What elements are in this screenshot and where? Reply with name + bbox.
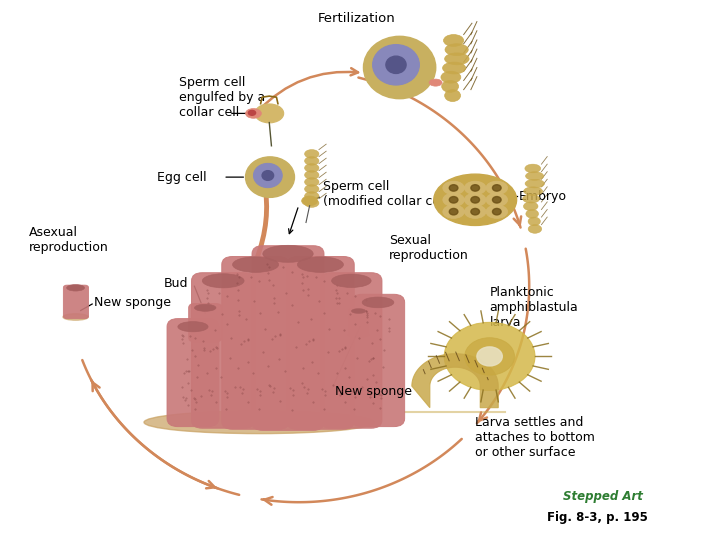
- Ellipse shape: [351, 308, 366, 313]
- Ellipse shape: [523, 187, 543, 195]
- Ellipse shape: [63, 314, 88, 320]
- Text: Fertilization: Fertilization: [318, 12, 395, 25]
- FancyBboxPatch shape: [287, 256, 354, 429]
- Ellipse shape: [445, 44, 468, 56]
- Circle shape: [464, 338, 515, 375]
- Ellipse shape: [348, 332, 369, 338]
- FancyBboxPatch shape: [63, 285, 89, 319]
- Ellipse shape: [305, 164, 319, 172]
- FancyBboxPatch shape: [167, 319, 219, 427]
- Ellipse shape: [255, 104, 284, 123]
- Ellipse shape: [144, 411, 374, 434]
- Ellipse shape: [434, 174, 517, 226]
- Ellipse shape: [464, 205, 486, 218]
- FancyBboxPatch shape: [192, 273, 255, 428]
- Ellipse shape: [248, 110, 256, 115]
- Circle shape: [449, 185, 458, 191]
- Ellipse shape: [202, 274, 244, 288]
- Text: Fig. 8-3, p. 195: Fig. 8-3, p. 195: [547, 511, 648, 524]
- Circle shape: [444, 322, 535, 390]
- Ellipse shape: [305, 192, 319, 200]
- Text: Larva settles and
attaches to bottom
or other surface: Larva settles and attaches to bottom or …: [475, 416, 595, 459]
- Ellipse shape: [178, 322, 208, 332]
- Text: Sperm cell
engulfed by a
collar cell: Sperm cell engulfed by a collar cell: [179, 76, 265, 119]
- Ellipse shape: [302, 196, 318, 206]
- FancyBboxPatch shape: [189, 303, 222, 342]
- Text: Egg cell: Egg cell: [157, 171, 207, 184]
- Circle shape: [492, 208, 501, 215]
- Ellipse shape: [305, 150, 319, 158]
- Ellipse shape: [305, 178, 319, 186]
- Ellipse shape: [443, 193, 464, 206]
- Ellipse shape: [362, 297, 394, 308]
- Ellipse shape: [66, 285, 85, 291]
- Circle shape: [477, 347, 503, 366]
- Ellipse shape: [526, 172, 544, 180]
- Text: Embryo: Embryo: [518, 190, 567, 202]
- Ellipse shape: [523, 194, 540, 203]
- FancyBboxPatch shape: [222, 256, 289, 429]
- Text: Stepped Art: Stepped Art: [563, 490, 643, 503]
- Ellipse shape: [305, 199, 319, 207]
- Circle shape: [471, 208, 480, 215]
- FancyBboxPatch shape: [348, 309, 369, 336]
- Ellipse shape: [445, 53, 469, 65]
- Text: New sponge: New sponge: [94, 296, 171, 309]
- Ellipse shape: [526, 210, 539, 218]
- FancyBboxPatch shape: [321, 273, 382, 428]
- Ellipse shape: [246, 157, 294, 197]
- Ellipse shape: [429, 79, 442, 86]
- Circle shape: [449, 208, 458, 215]
- Circle shape: [492, 197, 501, 203]
- Ellipse shape: [305, 157, 319, 165]
- Ellipse shape: [331, 274, 372, 287]
- Ellipse shape: [528, 217, 541, 226]
- Ellipse shape: [443, 181, 464, 194]
- Ellipse shape: [525, 179, 544, 188]
- Ellipse shape: [523, 202, 538, 211]
- Ellipse shape: [445, 90, 461, 102]
- FancyBboxPatch shape: [351, 294, 405, 427]
- Ellipse shape: [194, 305, 216, 311]
- Text: Sexual
reproduction: Sexual reproduction: [389, 234, 469, 262]
- Polygon shape: [412, 354, 498, 408]
- Text: Sperm cell
(modified collar cell): Sperm cell (modified collar cell): [323, 180, 451, 208]
- Ellipse shape: [486, 193, 508, 206]
- Ellipse shape: [464, 181, 486, 194]
- Text: Asexual
reproduction: Asexual reproduction: [29, 226, 109, 254]
- Ellipse shape: [297, 257, 343, 272]
- Ellipse shape: [441, 71, 461, 83]
- Ellipse shape: [373, 45, 419, 85]
- Circle shape: [471, 197, 480, 203]
- Ellipse shape: [486, 205, 508, 218]
- Circle shape: [449, 197, 458, 203]
- Ellipse shape: [486, 181, 508, 194]
- Ellipse shape: [528, 225, 541, 233]
- Ellipse shape: [443, 205, 464, 218]
- Ellipse shape: [443, 62, 466, 74]
- Ellipse shape: [364, 36, 436, 98]
- Text: Bud: Bud: [164, 277, 189, 290]
- Ellipse shape: [233, 257, 279, 272]
- Ellipse shape: [464, 193, 486, 206]
- Ellipse shape: [263, 245, 313, 262]
- Ellipse shape: [305, 171, 319, 179]
- Ellipse shape: [441, 80, 459, 92]
- Ellipse shape: [262, 171, 274, 180]
- Ellipse shape: [525, 164, 541, 173]
- Circle shape: [492, 185, 501, 191]
- Ellipse shape: [444, 35, 464, 46]
- Ellipse shape: [305, 185, 319, 193]
- Text: New sponge: New sponge: [335, 385, 412, 398]
- Ellipse shape: [253, 163, 282, 187]
- Circle shape: [471, 185, 480, 191]
- FancyBboxPatch shape: [252, 246, 324, 430]
- Ellipse shape: [386, 56, 406, 73]
- Ellipse shape: [246, 109, 261, 118]
- Text: Planktonic
amphiblastula
larva: Planktonic amphiblastula larva: [490, 286, 578, 329]
